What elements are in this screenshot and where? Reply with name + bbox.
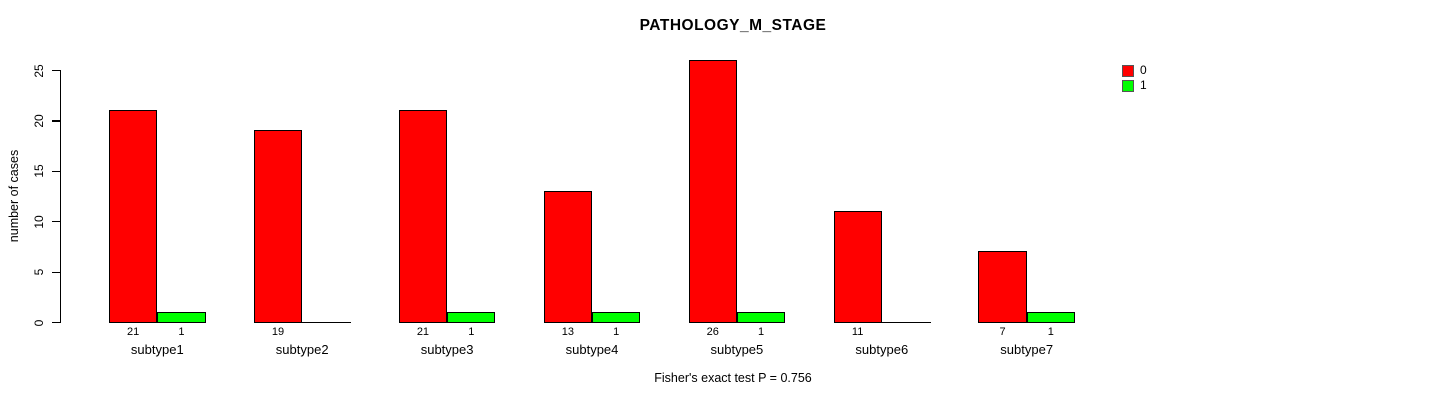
legend-item: 0 [1122,63,1147,78]
bar-value-label: 13 [561,326,574,338]
category-label: subtype1 [130,342,184,357]
y-axis-tick [51,221,60,223]
y-tick-label: 0 [32,319,46,326]
legend-swatch-icon [1122,79,1134,92]
bar-series-1 [592,311,641,323]
legend-item: 1 [1122,78,1147,93]
bar-series-1-zero [881,322,932,323]
chart-title: PATHOLOGY_M_STAGE [639,17,827,34]
bar-value-label: 26 [706,326,719,338]
category-label: subtype4 [565,342,619,357]
category-label: subtype5 [710,342,764,357]
bar-value-label: 11 [851,326,864,338]
category-label: subtype2 [275,342,329,357]
bar-value-label: 1 [468,326,475,338]
legend-swatch-icon [1122,64,1134,77]
bar-series-1-zero [302,322,352,323]
bar-series-0 [398,110,448,323]
bar-value-label: 1 [1047,326,1054,338]
y-axis-tick [51,322,60,324]
stat-annotation: Fisher's exact test P = 0.756 [654,371,812,385]
legend-label: 0 [1140,63,1147,77]
bar-series-0 [833,211,882,323]
y-axis-label: number of cases [7,149,21,243]
bar-series-0 [109,110,158,323]
y-axis-line [59,70,61,323]
y-tick-label: 15 [32,164,46,178]
bar-value-label: 1 [178,326,185,338]
y-axis-tick [51,271,60,273]
bar-value-label: 21 [127,326,140,338]
bar-series-0 [253,130,303,323]
category-label: subtype3 [420,342,474,357]
category-label: subtype7 [1000,342,1054,357]
bar-value-label: 1 [757,326,765,338]
y-tick-label: 5 [32,268,46,276]
y-axis-tick [51,170,60,172]
bar-value-label: 21 [416,326,430,338]
bar-series-0 [543,190,592,323]
legend-label: 1 [1140,78,1147,92]
bar-series-0 [688,59,737,323]
y-tick-label: 10 [32,215,46,229]
bar-value-label: 19 [271,326,285,338]
bar-series-1 [447,311,496,323]
y-tick-label: 20 [32,114,46,128]
bar-series-1 [157,311,206,323]
category-label: subtype6 [855,342,909,357]
bar-value-label: 7 [999,326,1006,338]
bar-series-1 [736,311,786,323]
bar-value-label: 1 [613,326,620,338]
bar-series-0 [978,251,1027,323]
y-tick-label: 25 [32,63,46,78]
y-axis-tick [51,120,60,122]
y-axis-tick [51,70,60,72]
bar-series-1 [1026,311,1075,323]
